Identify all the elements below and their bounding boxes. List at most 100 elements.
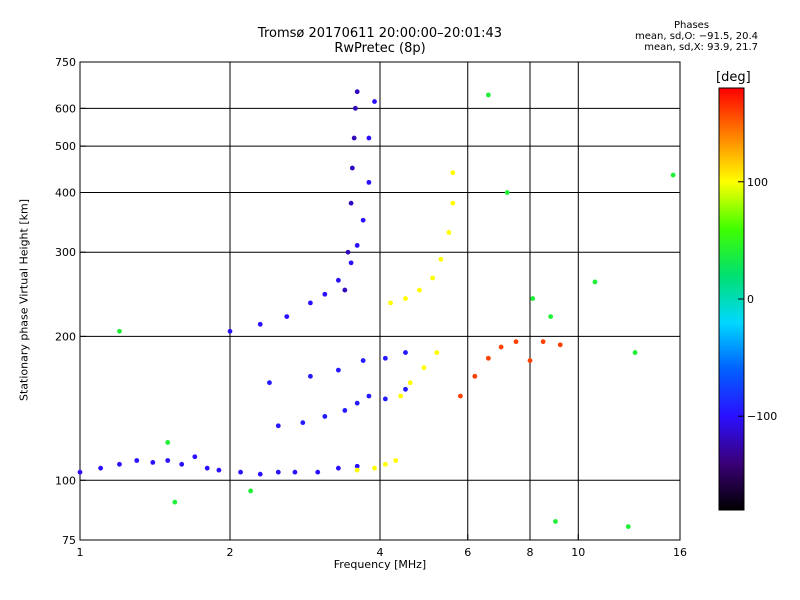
data-point <box>382 396 388 402</box>
data-point <box>553 519 558 524</box>
data-point <box>227 328 233 334</box>
data-point <box>98 465 104 471</box>
y-tick-label: 300 <box>55 246 76 259</box>
data-point <box>351 135 357 141</box>
chart-title: Tromsø 20170611 20:00:00–20:01:43 <box>257 26 503 41</box>
data-point <box>372 99 377 104</box>
data-point <box>352 105 358 111</box>
data-point <box>504 190 510 195</box>
y-tick-label: 200 <box>55 330 76 343</box>
y-tick-label: 100 <box>55 474 76 487</box>
data-point <box>308 300 313 306</box>
stats-o-mode: mean, sd,O: −91.5, 20.4 <box>635 31 758 42</box>
data-point <box>349 165 355 171</box>
data-point <box>382 461 388 467</box>
colorbar-ticks: 100 0 −100 <box>738 176 777 423</box>
x-axis-ticks: 1 2 4 6 8 10 16 <box>77 534 687 559</box>
x-tick-label: 1 <box>77 546 84 559</box>
data-point <box>335 367 341 373</box>
y-tick-label: 75 <box>62 534 76 547</box>
data-point <box>165 458 171 463</box>
colorbar-tick-label: −100 <box>747 410 777 423</box>
data-point <box>284 314 290 320</box>
data-point <box>438 256 444 262</box>
data-point <box>485 92 491 98</box>
data-point <box>450 200 456 206</box>
data-point <box>403 350 408 355</box>
y-tick-label: 500 <box>55 140 76 153</box>
x-tick-label: 6 <box>464 546 471 559</box>
data-point <box>150 459 156 465</box>
data-point <box>322 291 328 297</box>
data-point <box>360 358 366 363</box>
data-point <box>77 469 83 475</box>
data-point <box>366 393 372 399</box>
data-point <box>354 243 360 248</box>
grid-lines <box>80 62 680 540</box>
data-point <box>267 380 272 386</box>
data-point <box>498 344 504 350</box>
data-point <box>513 339 519 345</box>
data-point <box>366 179 372 185</box>
data-point <box>388 300 393 306</box>
data-point <box>421 365 427 371</box>
data-point <box>134 458 140 463</box>
data-point <box>354 400 360 406</box>
colorbar-tick-label: 0 <box>747 293 754 306</box>
data-point <box>308 373 313 379</box>
data-point <box>345 249 351 255</box>
data-point <box>315 469 321 475</box>
data-point <box>248 488 254 494</box>
data-point <box>434 350 440 355</box>
data-point <box>360 217 366 223</box>
colorbar-label: [deg] <box>716 70 751 85</box>
data-point <box>372 465 377 471</box>
data-point <box>398 393 404 399</box>
data-point <box>354 463 360 469</box>
data-point <box>335 465 341 471</box>
phase-stats: Phases mean, sd,O: −91.5, 20.4 mean, sd,… <box>635 20 758 53</box>
data-point <box>204 465 210 471</box>
data-point <box>417 287 422 293</box>
data-point <box>165 440 171 445</box>
y-tick-label: 750 <box>55 56 76 69</box>
data-point <box>407 380 413 386</box>
data-point <box>257 471 263 477</box>
data-point <box>292 469 298 475</box>
x-tick-label: 16 <box>673 546 687 559</box>
data-point <box>342 408 348 413</box>
data-point <box>485 355 491 361</box>
data-point <box>172 499 178 505</box>
chart-title-block: Tromsø 20170611 20:00:00–20:01:43 RwPret… <box>230 26 530 56</box>
data-point <box>548 314 554 320</box>
data-point <box>275 423 281 429</box>
x-tick-label: 4 <box>377 546 384 559</box>
data-point <box>117 328 122 334</box>
data-point <box>540 339 546 345</box>
data-point <box>403 296 408 301</box>
chart-subtitle: RwPretec (8p) <box>334 41 426 56</box>
x-axis-label: Frequency [MHz] <box>333 558 427 571</box>
data-point <box>670 172 676 178</box>
stats-heading: Phases <box>673 20 710 31</box>
stats-x-mode: mean, sd,X: 93.9, 21.7 <box>644 42 758 53</box>
data-point <box>179 461 185 467</box>
data-point <box>117 461 122 467</box>
x-tick-label: 10 <box>571 546 585 559</box>
data-point <box>354 89 360 95</box>
data-point <box>275 469 281 475</box>
y-axis-ticks: 75 100 200 300 400 500 600 750 <box>55 56 86 547</box>
data-point <box>530 296 536 301</box>
x-tick-label: 8 <box>527 546 534 559</box>
data-point <box>300 420 306 426</box>
data-point <box>632 350 638 355</box>
x-tick-label: 2 <box>227 546 234 559</box>
data-point <box>354 467 360 473</box>
y-axis-label: Stationary phase Virtual Height [km] <box>17 198 31 402</box>
data-point <box>366 135 372 141</box>
data-point <box>348 200 354 206</box>
data-point <box>527 358 533 363</box>
data-point <box>458 393 463 399</box>
data-point <box>382 355 388 361</box>
